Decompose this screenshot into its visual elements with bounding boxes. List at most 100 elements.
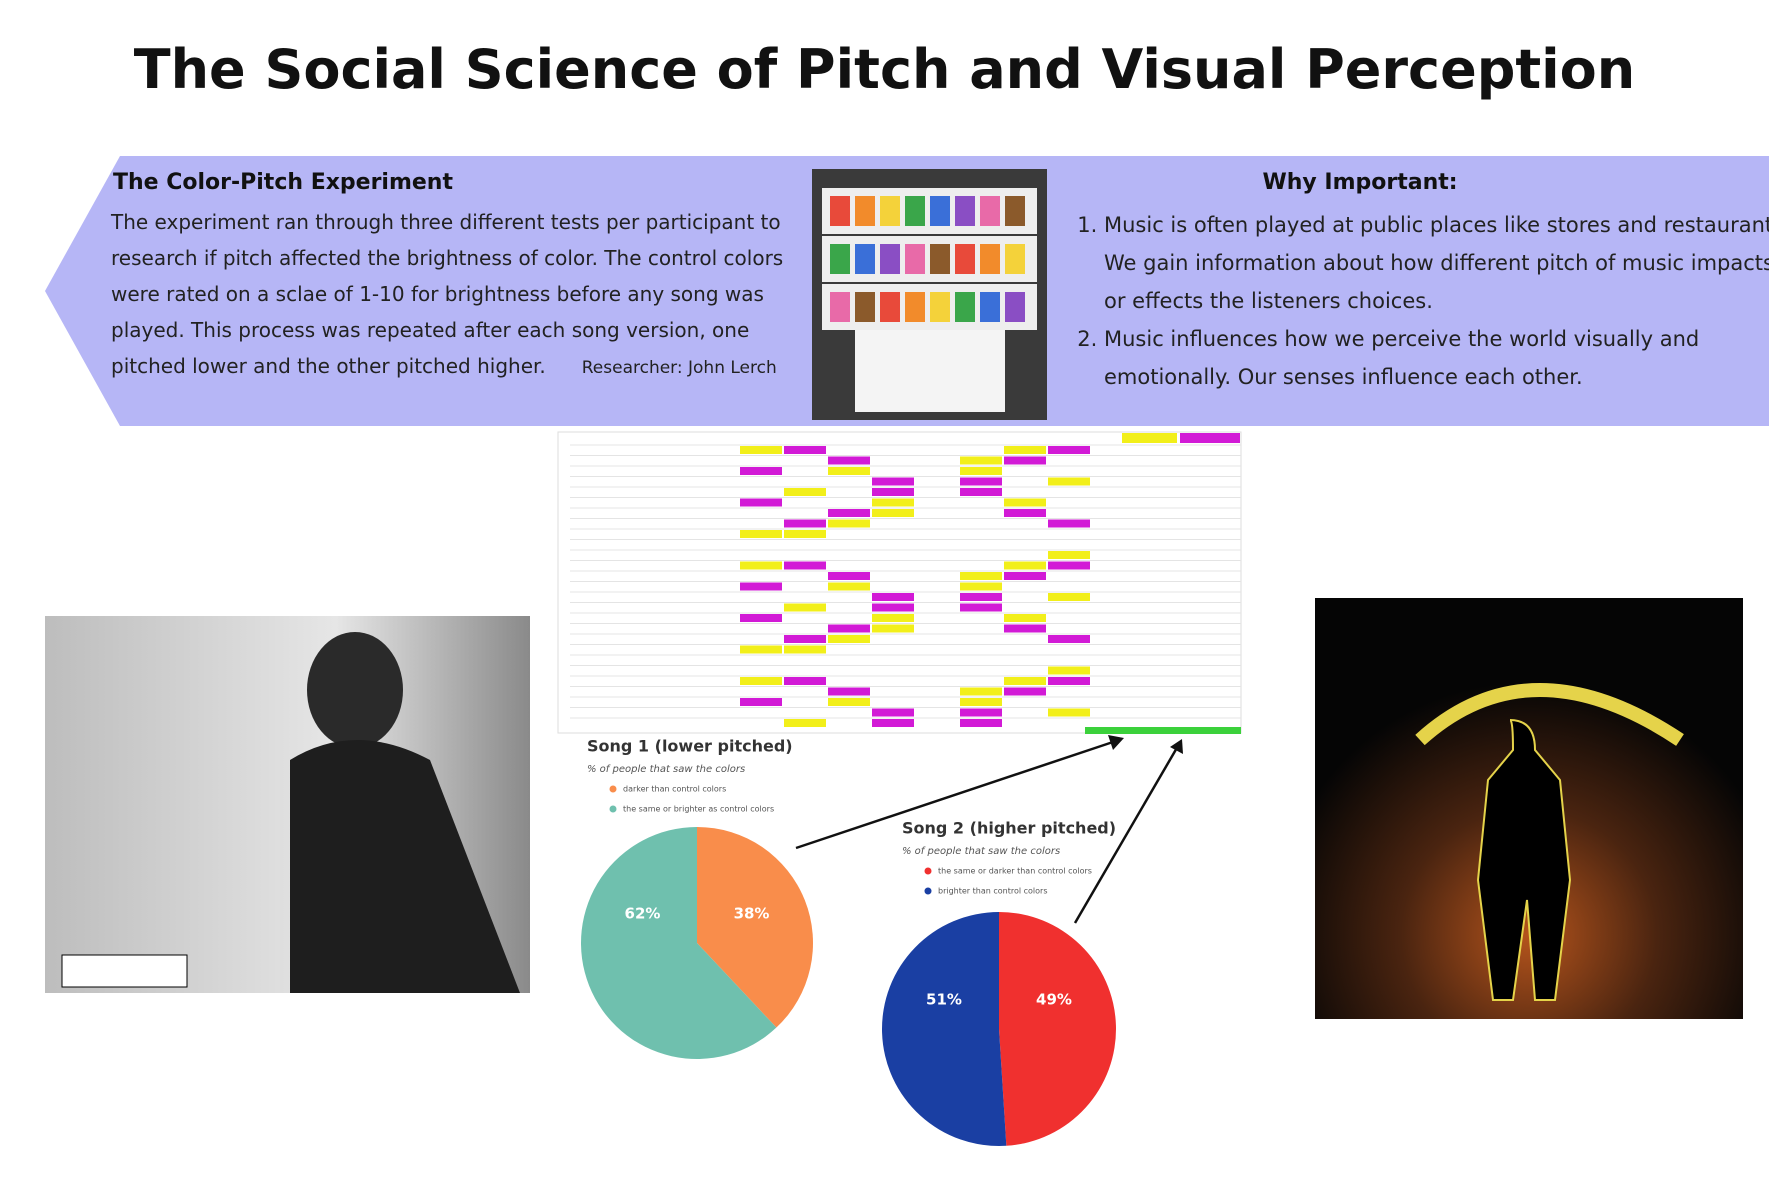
list-item: Music is often played at public places l…: [1104, 206, 1769, 320]
sheet-cell: [784, 530, 826, 538]
sheet-cell: [784, 519, 826, 528]
sheet-cell: [1048, 708, 1090, 717]
sheet-cell: [1085, 727, 1241, 734]
sheet-cell: [1048, 666, 1090, 675]
sheet-cell: [960, 687, 1002, 696]
arrow-head: [1170, 739, 1183, 754]
sheet-cell: [740, 614, 782, 622]
sheet-cell: [1004, 624, 1046, 633]
sheet-cell: [1048, 519, 1090, 528]
list-item: Music influences how we perceive the wor…: [1104, 320, 1769, 396]
arrow-head: [1108, 735, 1124, 750]
sheet-cell: [1180, 433, 1240, 443]
spreadsheet: [557, 431, 1242, 734]
sheet-cell: [872, 593, 914, 601]
sheet-cell: [872, 603, 914, 612]
figure: [1476, 719, 1572, 1001]
sheet-cell: [960, 593, 1002, 601]
sheet-cell: [872, 624, 914, 633]
sheet-cell: [828, 698, 870, 706]
sheet-cell: [1048, 593, 1090, 601]
sheet-cell: [960, 719, 1002, 727]
figure: [290, 740, 520, 993]
sheet-cell: [960, 708, 1002, 717]
sheet-cell: [1048, 635, 1090, 643]
sheet-cell: [1004, 687, 1046, 696]
sheet-cell: [960, 477, 1002, 486]
sheet-cell: [740, 467, 782, 475]
sheet-cell: [828, 572, 870, 580]
sheet-cell: [740, 582, 782, 591]
sheet-cell: [872, 477, 914, 486]
sheet-cell: [828, 635, 870, 643]
sheet-cell: [1048, 561, 1090, 570]
sheet-cell: [960, 467, 1002, 475]
researcher: Researcher: John Lerch: [581, 358, 777, 378]
card-strip: [822, 236, 1037, 282]
body-text: The experiment ran through three differe…: [111, 210, 784, 378]
sheet-cell: [828, 582, 870, 591]
sheet-cell: [784, 645, 826, 654]
arrow: [1073, 745, 1180, 924]
sheet-cell: [784, 561, 826, 570]
sheet-cell: [960, 456, 1002, 465]
sheet-cell: [960, 582, 1002, 591]
sheet-cell: [872, 719, 914, 727]
sheet-cell: [1004, 456, 1046, 465]
sheet-cell: [740, 645, 782, 654]
sheet-cell: [872, 488, 914, 496]
sheet-cell: [872, 614, 914, 622]
sheet-cell: [1004, 572, 1046, 580]
sheet-cell: [828, 509, 870, 517]
sheet-cell: [828, 456, 870, 465]
sheet-cell: [740, 698, 782, 706]
banner-ribbon: [1415, 683, 1684, 746]
sheet-cell: [1048, 677, 1090, 685]
section-heading: Why Important:: [1262, 170, 1458, 195]
sheet-cell: [1004, 561, 1046, 570]
sheet-bg: [557, 431, 1242, 734]
section-heading: The Color-Pitch Experiment: [113, 170, 453, 195]
paper-sheets: [855, 330, 1005, 412]
card-strip: [822, 284, 1037, 330]
sheet-cell: [872, 509, 914, 517]
sheet-cell: [740, 446, 782, 454]
sheet-cell: [740, 561, 782, 570]
sheet-cell: [828, 519, 870, 528]
sheet-cell: [1004, 509, 1046, 517]
sheet-cell: [1122, 433, 1177, 443]
poster-title: The Social Science of Pitch and Visual P…: [133, 38, 1636, 101]
sheet-cell: [740, 498, 782, 507]
card-strip: [822, 188, 1037, 234]
sheet-cell: [1004, 498, 1046, 507]
section-text: The experiment ran through three differe…: [111, 204, 811, 386]
sheet-cell: [828, 624, 870, 633]
sheet-cell: [784, 635, 826, 643]
sheet-cell: [828, 467, 870, 475]
sheet-cell: [828, 687, 870, 696]
importance-list: Music is often played at public places l…: [1070, 206, 1769, 396]
sheet-cell: [1048, 446, 1090, 454]
arrow: [795, 739, 1117, 850]
sheet-cell: [784, 603, 826, 612]
sheet-cell: [960, 603, 1002, 612]
sheet-cell: [784, 446, 826, 454]
sheet-cell: [872, 708, 914, 717]
sheet-cell: [1048, 551, 1090, 559]
barcode: [61, 954, 188, 988]
sheet-cell: [740, 677, 782, 685]
figure: [307, 632, 403, 748]
sheet-cell: [1004, 446, 1046, 454]
sheet-cell: [784, 677, 826, 685]
sheet-cell: [784, 719, 826, 727]
sheet-cell: [1048, 477, 1090, 486]
sheet-cell: [1004, 614, 1046, 622]
sheet-cell: [1004, 677, 1046, 685]
sheet-cell: [872, 498, 914, 507]
sheet-cell: [784, 488, 826, 496]
sheet-cell: [960, 572, 1002, 580]
sheet-cell: [960, 698, 1002, 706]
sheet-cell: [960, 488, 1002, 496]
